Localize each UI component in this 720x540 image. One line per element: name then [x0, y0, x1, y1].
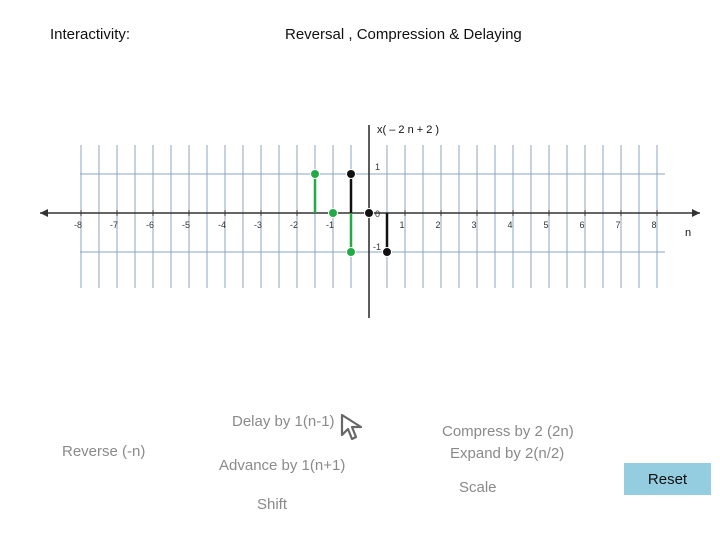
- x-tick-label: -8: [74, 220, 82, 230]
- y-tick-label: -1: [373, 242, 381, 252]
- plot-axes: [40, 125, 700, 318]
- stem-point: [364, 208, 374, 218]
- x-tick-label: 4: [507, 220, 512, 230]
- advance-button[interactable]: Advance by 1(n+1): [219, 457, 346, 474]
- reverse-button[interactable]: Reverse (-n): [62, 443, 146, 460]
- plot-grid: [80, 145, 665, 288]
- x-tick-label: -2: [290, 220, 298, 230]
- x-tick-label: 8: [651, 220, 656, 230]
- x-tick-label: -4: [218, 220, 226, 230]
- stem-point: [346, 247, 356, 257]
- plot-ticks: -8 -7 -6 -5 -4 -3 -2 -1 1 2 3 4 5 6 7 8 1 0 -1: [74, 162, 658, 252]
- x-tick-label: -7: [110, 220, 118, 230]
- x-tick-label: -5: [182, 220, 190, 230]
- page-title: Reversal , Compression & Delaying: [285, 26, 522, 43]
- stem-point: [346, 169, 356, 179]
- scale-label: Scale: [459, 479, 497, 496]
- x-axis-arrow-left: [40, 209, 48, 217]
- stem-point: [382, 247, 392, 257]
- stem-point: [310, 169, 320, 179]
- interactivity-label: Interactivity:: [50, 26, 131, 43]
- plot-stems: [310, 169, 392, 257]
- mouse-pointer-icon: [340, 413, 363, 441]
- x-tick-label: 5: [543, 220, 548, 230]
- stem-point: [328, 208, 338, 218]
- x-tick-label: 7: [615, 220, 620, 230]
- compress-button[interactable]: Compress by 2 (2n): [442, 423, 574, 440]
- x-tick-label: -3: [254, 220, 262, 230]
- n-axis-label: n: [685, 227, 691, 239]
- x-axis-arrow-right: [692, 209, 700, 217]
- x-tick-label: -6: [146, 220, 154, 230]
- x-tick-label: 3: [471, 220, 476, 230]
- x-tick-label: 6: [579, 220, 584, 230]
- delay-button[interactable]: Delay by 1(n-1): [232, 413, 335, 430]
- x-tick-label: 2: [435, 220, 440, 230]
- y-tick-label: 1: [375, 162, 380, 172]
- signal-label: x( – 2 n + 2 ): [377, 124, 439, 136]
- x-tick-label: -1: [326, 220, 334, 230]
- x-tick-label: 1: [399, 220, 404, 230]
- reset-button[interactable]: Reset: [624, 463, 711, 495]
- y-tick-label: 0: [375, 209, 380, 219]
- shift-label: Shift: [257, 496, 288, 513]
- expand-button[interactable]: Expand by 2(n/2): [450, 445, 565, 462]
